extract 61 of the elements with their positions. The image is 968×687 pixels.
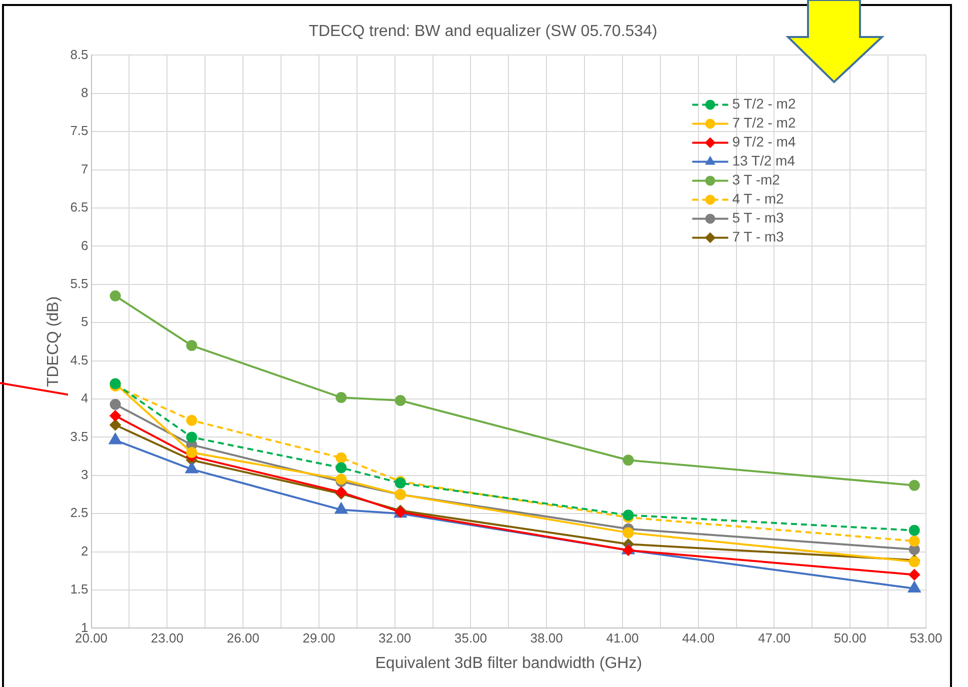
point <box>186 414 198 426</box>
x-tick-label: 32.00 <box>378 630 412 646</box>
legend-label: 4 T - m2 <box>732 190 784 207</box>
y-tick-label: 7 <box>81 161 88 176</box>
y-tick-label: 3 <box>81 466 88 482</box>
x-axis-title: Equivalent 3dB filter bandwidth (GHz) <box>375 654 642 672</box>
legend-label: 13 T/2 m4 <box>732 152 796 169</box>
x-tick-label: 41.00 <box>606 630 639 646</box>
point <box>336 474 347 485</box>
y-tick-label: 3.5 <box>70 428 88 444</box>
y-tick-label: 7.5 <box>70 123 88 138</box>
point <box>186 432 198 443</box>
legend-label: 5 T - m3 <box>732 210 784 226</box>
point <box>622 527 634 538</box>
legend-label: 7 T - m3 <box>732 228 784 245</box>
point <box>186 446 198 458</box>
point <box>110 419 121 430</box>
x-tick-label: 29.00 <box>302 630 336 646</box>
point <box>336 462 347 474</box>
x-tick-label: 53.00 <box>910 630 942 646</box>
legend-label: 5 T/2 - m2 <box>732 96 796 112</box>
y-tick-label: 2.5 <box>70 505 88 520</box>
x-tick-label: 38.00 <box>530 630 563 646</box>
legend-label: 7 T/2 - m2 <box>732 114 796 131</box>
point <box>185 462 198 474</box>
y-tick-label: 6 <box>81 238 88 253</box>
point <box>336 452 347 464</box>
point <box>334 502 348 514</box>
chart-title: TDECQ trend: BW and equalizer (SW 05.70.534) <box>308 23 658 40</box>
legend-label: 3 T -m2 <box>732 172 780 188</box>
point <box>908 544 920 556</box>
x-tick-label: 47.00 <box>758 630 791 646</box>
point <box>908 536 920 547</box>
y-tick-label: 4 <box>81 390 88 406</box>
point <box>622 454 634 466</box>
point <box>336 392 347 403</box>
x-tick-label: 35.00 <box>454 630 487 646</box>
point <box>908 480 920 491</box>
y-tick-label: 1.5 <box>70 582 88 597</box>
x-tick-label: 50.00 <box>834 630 866 646</box>
x-tick-label: 26.00 <box>226 630 260 646</box>
x-tick-label: 23.00 <box>150 630 184 646</box>
point <box>109 433 122 444</box>
y-tick-label: 8 <box>81 84 88 100</box>
y-tick-label: 4.5 <box>70 352 88 368</box>
point <box>186 340 198 352</box>
point <box>908 524 920 536</box>
point <box>110 398 121 410</box>
y-axis-title: TDECQ (dB) <box>45 296 62 388</box>
y-tick-label: 6.5 <box>70 200 88 215</box>
legend-label: 9 T/2 - m4 <box>732 134 796 150</box>
y-tick-label: 2 <box>81 543 88 558</box>
point <box>110 290 121 302</box>
point <box>394 395 406 406</box>
point <box>908 581 921 592</box>
y-tick-label: 8.5 <box>70 46 88 62</box>
point <box>110 410 121 422</box>
y-tick-label: 5 <box>81 314 88 330</box>
y-tick-label: 5.5 <box>70 276 88 291</box>
x-tick-label: 44.00 <box>682 630 715 646</box>
point <box>908 569 920 580</box>
